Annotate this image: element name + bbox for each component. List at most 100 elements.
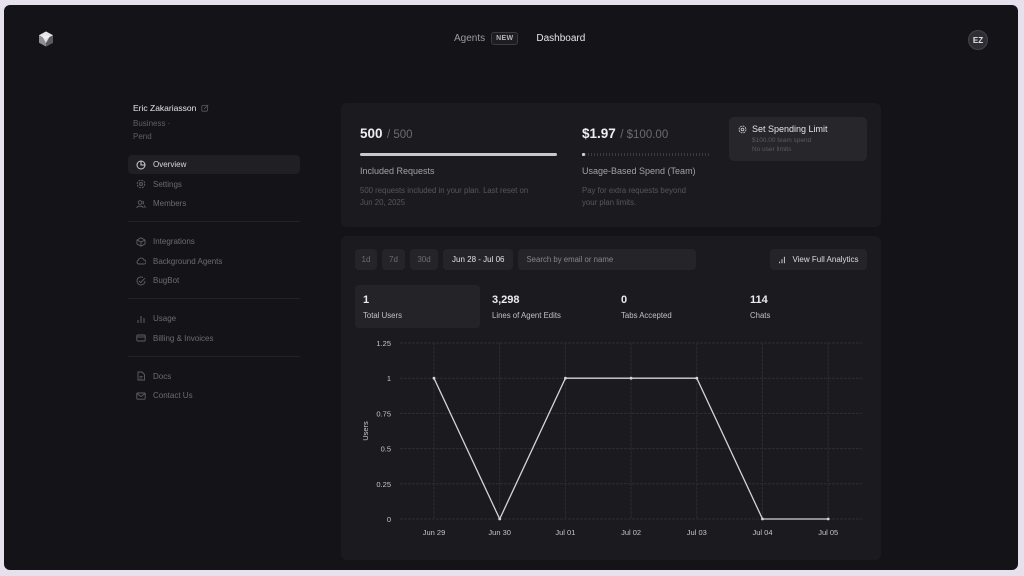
check-circle-icon xyxy=(136,276,146,286)
usage-card: 500 / 500 Included Requests 500 requests… xyxy=(341,103,881,227)
included-total: / 500 xyxy=(386,129,413,141)
included-progress-bar xyxy=(360,153,557,156)
data-point[interactable] xyxy=(432,376,436,380)
search-input[interactable] xyxy=(518,249,697,270)
plan-info: Business · Pend xyxy=(128,117,300,143)
sidebar-group-help: Docs Contact Us xyxy=(128,367,300,413)
bar-chart-icon xyxy=(136,314,146,324)
document-icon xyxy=(136,371,146,381)
sidebar-item-bugbot[interactable]: BugBot xyxy=(128,271,300,290)
included-requests-metric: 500 / 500 Included Requests 500 requests… xyxy=(360,125,557,209)
sidebar-item-label: Overview xyxy=(153,160,187,169)
sidebar-item-label: Billing & Invoices xyxy=(153,333,214,343)
spend-label: Usage-Based Spend (Team) xyxy=(582,165,696,176)
y-tick-label: 1.25 xyxy=(376,339,391,348)
x-tick-label: Jul 03 xyxy=(687,528,707,537)
sidebar-item-label: Background Agents xyxy=(153,256,223,266)
sidebar-group-account: Overview Settings Members xyxy=(128,155,300,223)
mail-icon xyxy=(136,391,146,401)
bar-chart-icon xyxy=(779,256,786,263)
user-name: Eric Zakariasson xyxy=(133,103,197,113)
plan-line-2: Pend xyxy=(133,132,152,141)
sidebar-item-label: Docs xyxy=(153,371,172,381)
limit-details: $100.00 team spend No user limits xyxy=(752,137,812,153)
users-icon xyxy=(136,199,146,209)
top-nav: Agents NEW Dashboard xyxy=(454,32,585,45)
range-1d-button[interactable]: 1d xyxy=(355,249,377,270)
gear-icon xyxy=(738,125,747,133)
spend-value: $1.97 xyxy=(582,126,616,141)
x-tick-label: Jul 05 xyxy=(818,528,838,537)
credit-card-icon xyxy=(136,333,146,343)
sidebar-item-background-agents[interactable]: Background Agents xyxy=(128,252,300,271)
y-tick-label: 0.5 xyxy=(381,445,391,454)
view-full-analytics-button[interactable]: View Full Analytics xyxy=(770,249,867,270)
data-point[interactable] xyxy=(564,376,567,380)
included-value: 500 xyxy=(360,126,383,141)
sidebar-item-usage[interactable]: Usage xyxy=(128,309,300,328)
usage-spend-metric: $1.97 / $100.00 Usage-Based Spend (Team)… xyxy=(582,125,711,209)
data-point[interactable] xyxy=(498,517,502,521)
x-tick-label: Jul 01 xyxy=(555,528,575,537)
stat-agent-edits[interactable]: 3,298 Lines of Agent Edits xyxy=(492,294,561,320)
y-tick-label: 0.25 xyxy=(376,480,391,489)
nav-agents[interactable]: Agents xyxy=(454,33,486,44)
stat-total-users[interactable]: 1 Total Users xyxy=(355,285,480,328)
user-name-row: Eric Zakariasson xyxy=(128,103,300,113)
data-point[interactable] xyxy=(761,517,764,521)
range-30d-button[interactable]: 30d xyxy=(410,249,438,270)
data-point[interactable] xyxy=(826,517,830,521)
data-point[interactable] xyxy=(695,376,699,380)
stats-row: 1 Total Users 3,298 Lines of Agent Edits… xyxy=(355,285,871,328)
sidebar-item-label: Integrations xyxy=(153,237,195,247)
new-badge: NEW xyxy=(491,32,519,45)
cloud-icon xyxy=(136,256,146,266)
spend-limit: / $100.00 xyxy=(620,129,669,141)
users-line-chart: 0 0.25 0.5 0.75 1 1.25 Jun 29 Jun 30 Jul 01 Jul 0… xyxy=(361,339,862,537)
sidebar-item-settings[interactable]: Settings xyxy=(128,175,300,194)
sidebar-group-agents: Integrations Background Agents BugBot xyxy=(128,232,300,300)
avatar[interactable]: EZ xyxy=(968,30,988,50)
y-tick-label: 0.75 xyxy=(376,409,391,418)
y-tick-label: 0 xyxy=(387,515,391,524)
sidebar-item-members[interactable]: Members xyxy=(128,194,300,213)
spend-description: Pay for extra requests beyond your plan … xyxy=(582,185,687,207)
sidebar-item-billing[interactable]: Billing & Invoices xyxy=(128,329,300,348)
filter-row: 1d 7d 30d Jun 28 - Jul 06 xyxy=(355,249,697,270)
view-full-analytics-label: View Full Analytics xyxy=(792,255,859,264)
x-tick-label: Jul 04 xyxy=(752,528,772,537)
cube-icon xyxy=(136,236,146,247)
sidebar-item-label: Contact Us xyxy=(153,391,193,401)
x-tick-label: Jul 02 xyxy=(621,528,641,537)
plan-line-1: Business · xyxy=(133,119,171,128)
app-window: Agents NEW Dashboard EZ Eric Zakariasson… xyxy=(4,5,1018,570)
spend-progress-bar xyxy=(582,153,711,156)
sidebar-item-contact[interactable]: Contact Us xyxy=(128,386,300,405)
sidebar-group-billing: Usage Billing & Invoices xyxy=(128,309,300,357)
x-tick-label: Jun 30 xyxy=(488,528,511,537)
cursor-logo-icon[interactable] xyxy=(38,31,54,47)
nav-dashboard[interactable]: Dashboard xyxy=(536,33,586,44)
x-tick-label: Jun 29 xyxy=(423,528,446,537)
pie-chart-icon xyxy=(136,160,146,170)
edit-icon[interactable] xyxy=(201,104,209,112)
analytics-card: 1d 7d 30d Jun 28 - Jul 06 View Full Anal… xyxy=(341,236,881,560)
top-bar: Agents NEW Dashboard EZ xyxy=(4,5,1018,75)
stat-tabs-accepted[interactable]: 0 Tabs Accepted xyxy=(621,294,672,320)
sidebar-item-label: BugBot xyxy=(153,276,180,286)
sidebar-item-integrations[interactable]: Integrations xyxy=(128,232,300,251)
sidebar-item-label: Settings xyxy=(153,179,182,189)
included-description: 500 requests included in your plan. Last… xyxy=(360,185,529,207)
y-tick-label: 1 xyxy=(387,374,391,383)
included-label: Included Requests xyxy=(360,165,435,176)
data-point[interactable] xyxy=(629,376,633,380)
sidebar-item-label: Members xyxy=(153,199,187,209)
sidebar-item-overview[interactable]: Overview xyxy=(128,155,300,174)
date-range-picker[interactable]: Jun 28 - Jul 06 xyxy=(443,249,514,270)
set-spending-limit-button[interactable]: Set Spending Limit $100.00 team spend No… xyxy=(729,117,867,161)
sidebar-item-docs[interactable]: Docs xyxy=(128,367,300,386)
stat-chats[interactable]: 114 Chats xyxy=(750,294,771,320)
gear-icon xyxy=(136,179,146,189)
y-axis-label: Users xyxy=(361,421,370,441)
range-7d-button[interactable]: 7d xyxy=(382,249,405,270)
